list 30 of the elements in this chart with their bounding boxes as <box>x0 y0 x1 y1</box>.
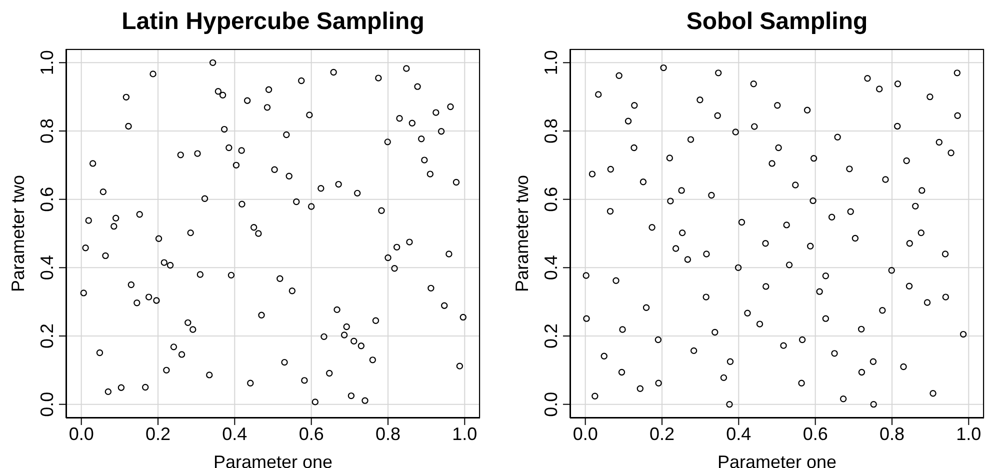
y-tick-label: 0.6 <box>37 186 57 212</box>
x-tick-label: 0.0 <box>572 424 598 444</box>
x-tick-label: 0.8 <box>375 424 401 444</box>
x-tick-label: 0.2 <box>145 424 171 444</box>
y-tick-label: 0.0 <box>541 392 561 417</box>
x-axis-title: Parameter one <box>213 452 333 468</box>
y-tick-label: 0.2 <box>541 323 561 349</box>
y-axis-title: Parameter two <box>8 174 28 292</box>
x-tick-label: 0.8 <box>879 424 905 444</box>
x-tick-label: 1.0 <box>452 424 478 444</box>
x-axis-title: Parameter one <box>717 452 837 468</box>
y-axis-title: Parameter two <box>512 174 532 292</box>
x-tick-label: 1.0 <box>956 424 982 444</box>
y-tick-label: 1.0 <box>541 50 561 76</box>
y-tick-label: 0.8 <box>541 118 561 144</box>
x-tick-label: 0.6 <box>298 424 324 444</box>
y-tick-label: 0.4 <box>37 255 57 280</box>
x-tick-label: 0.6 <box>802 424 828 444</box>
x-tick-label: 0.4 <box>222 424 248 444</box>
y-tick-label: 0.6 <box>541 186 561 212</box>
y-tick-label: 0.0 <box>37 392 57 417</box>
x-tick-label: 0.4 <box>726 424 752 444</box>
x-tick-label: 0.2 <box>649 424 675 444</box>
chart-title: Sobol Sampling <box>685 7 869 37</box>
y-tick-label: 0.2 <box>37 323 57 349</box>
y-tick-label: 1.0 <box>37 50 57 76</box>
x-tick-label: 0.0 <box>68 424 94 444</box>
y-tick-label: 0.4 <box>541 255 561 280</box>
chart-title: Latin Hypercube Sampling <box>120 7 426 37</box>
y-tick-label: 0.8 <box>37 118 57 144</box>
